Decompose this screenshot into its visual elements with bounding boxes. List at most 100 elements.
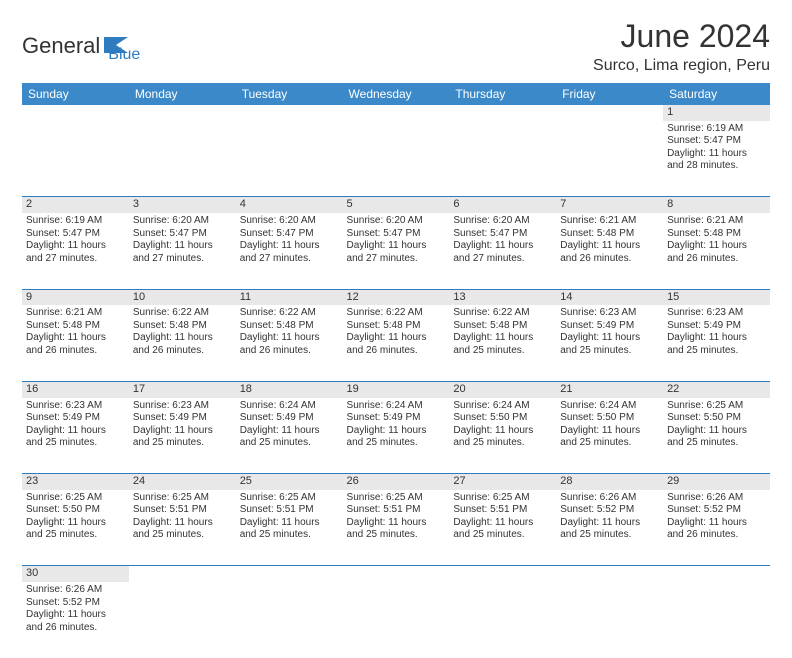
day-number: 18 [240,383,252,395]
daylight-text: Daylight: 11 hours and 27 minutes. [347,240,446,265]
daylight-text: Daylight: 11 hours and 26 minutes. [667,517,766,542]
day-number: 11 [240,291,251,303]
sunset-text: Sunset: 5:49 PM [26,412,125,425]
sunset-text: Sunset: 5:50 PM [26,504,125,517]
day-detail-cell: Sunrise: 6:20 AMSunset: 5:47 PMDaylight:… [449,213,556,289]
sunrise-text: Sunrise: 6:25 AM [133,492,232,505]
detail-row: Sunrise: 6:23 AMSunset: 5:49 PMDaylight:… [22,398,770,474]
daynum-row: 2345678 [22,197,770,213]
day-detail-cell: Sunrise: 6:19 AMSunset: 5:47 PMDaylight:… [22,213,129,289]
daylight-text: Daylight: 11 hours and 26 minutes. [133,332,232,357]
day-number-cell: 17 [129,382,236,398]
sunrise-text: Sunrise: 6:23 AM [560,307,659,320]
title-block: June 2024 Surco, Lima region, Peru [593,18,770,75]
day-number-cell: 18 [236,382,343,398]
day-number: 23 [26,475,38,487]
sunrise-text: Sunrise: 6:22 AM [347,307,446,320]
day-detail-cell: Sunrise: 6:25 AMSunset: 5:51 PMDaylight:… [236,490,343,566]
day-detail-cell [22,121,129,197]
daylight-text: Daylight: 11 hours and 27 minutes. [240,240,339,265]
day-number-cell: 27 [449,474,556,490]
day-number-cell [449,105,556,121]
month-title: June 2024 [593,18,770,55]
daylight-text: Daylight: 11 hours and 26 minutes. [667,240,766,265]
sunset-text: Sunset: 5:48 PM [347,320,446,333]
sunrise-text: Sunrise: 6:20 AM [453,215,552,228]
day-header: Wednesday [343,83,450,105]
day-detail-cell: Sunrise: 6:23 AMSunset: 5:49 PMDaylight:… [22,398,129,474]
day-number-cell [556,566,663,582]
day-number: 29 [667,475,679,487]
sunset-text: Sunset: 5:51 PM [133,504,232,517]
daylight-text: Daylight: 11 hours and 26 minutes. [560,240,659,265]
day-number-cell: 14 [556,290,663,306]
day-header: Monday [129,83,236,105]
day-number: 22 [667,383,679,395]
daynum-row: 16171819202122 [22,382,770,398]
sunset-text: Sunset: 5:52 PM [667,504,766,517]
detail-row: Sunrise: 6:19 AMSunset: 5:47 PMDaylight:… [22,213,770,289]
sunrise-text: Sunrise: 6:24 AM [240,400,339,413]
calendar-table: Sunday Monday Tuesday Wednesday Thursday… [22,83,770,658]
day-detail-cell [129,582,236,658]
sunset-text: Sunset: 5:48 PM [26,320,125,333]
day-detail-cell: Sunrise: 6:20 AMSunset: 5:47 PMDaylight:… [129,213,236,289]
day-number: 27 [453,475,465,487]
sunrise-text: Sunrise: 6:25 AM [26,492,125,505]
daylight-text: Daylight: 11 hours and 25 minutes. [667,425,766,450]
day-detail-cell [449,582,556,658]
day-number-cell: 3 [129,197,236,213]
detail-row: Sunrise: 6:25 AMSunset: 5:50 PMDaylight:… [22,490,770,566]
day-detail-cell: Sunrise: 6:24 AMSunset: 5:50 PMDaylight:… [449,398,556,474]
day-number-cell: 8 [663,197,770,213]
sunrise-text: Sunrise: 6:24 AM [453,400,552,413]
day-number: 21 [560,383,572,395]
daylight-text: Daylight: 11 hours and 25 minutes. [26,517,125,542]
day-number-cell: 26 [343,474,450,490]
day-header-row: Sunday Monday Tuesday Wednesday Thursday… [22,83,770,105]
day-number: 17 [133,383,145,395]
sunset-text: Sunset: 5:49 PM [133,412,232,425]
day-number-cell: 6 [449,197,556,213]
day-number-cell: 13 [449,290,556,306]
daylight-text: Daylight: 11 hours and 25 minutes. [560,332,659,357]
daylight-text: Daylight: 11 hours and 25 minutes. [133,517,232,542]
daylight-text: Daylight: 11 hours and 25 minutes. [347,425,446,450]
day-number: 7 [560,198,566,210]
day-detail-cell [449,121,556,197]
sunrise-text: Sunrise: 6:23 AM [667,307,766,320]
day-number-cell: 21 [556,382,663,398]
daylight-text: Daylight: 11 hours and 25 minutes. [453,332,552,357]
day-number: 25 [240,475,252,487]
daylight-text: Daylight: 11 hours and 25 minutes. [347,517,446,542]
sunrise-text: Sunrise: 6:20 AM [133,215,232,228]
daylight-text: Daylight: 11 hours and 25 minutes. [560,425,659,450]
day-header: Thursday [449,83,556,105]
day-number-cell: 5 [343,197,450,213]
day-number-cell: 16 [22,382,129,398]
day-number: 8 [667,198,673,210]
sunrise-text: Sunrise: 6:25 AM [347,492,446,505]
sunset-text: Sunset: 5:47 PM [240,228,339,241]
day-number: 30 [26,567,38,579]
day-number-cell: 22 [663,382,770,398]
daynum-row: 30 [22,566,770,582]
day-number: 5 [347,198,353,210]
sunset-text: Sunset: 5:47 PM [133,228,232,241]
day-number-cell [343,566,450,582]
sunrise-text: Sunrise: 6:26 AM [667,492,766,505]
day-detail-cell [343,121,450,197]
sunset-text: Sunset: 5:48 PM [240,320,339,333]
sunset-text: Sunset: 5:51 PM [453,504,552,517]
daylight-text: Daylight: 11 hours and 25 minutes. [240,517,339,542]
detail-row: Sunrise: 6:19 AMSunset: 5:47 PMDaylight:… [22,121,770,197]
daylight-text: Daylight: 11 hours and 25 minutes. [133,425,232,450]
sunset-text: Sunset: 5:52 PM [560,504,659,517]
day-detail-cell: Sunrise: 6:21 AMSunset: 5:48 PMDaylight:… [22,305,129,381]
daylight-text: Daylight: 11 hours and 25 minutes. [560,517,659,542]
day-number: 4 [240,198,246,210]
sunrise-text: Sunrise: 6:26 AM [26,584,125,597]
sunrise-text: Sunrise: 6:25 AM [667,400,766,413]
day-number-cell [449,566,556,582]
sunrise-text: Sunrise: 6:26 AM [560,492,659,505]
